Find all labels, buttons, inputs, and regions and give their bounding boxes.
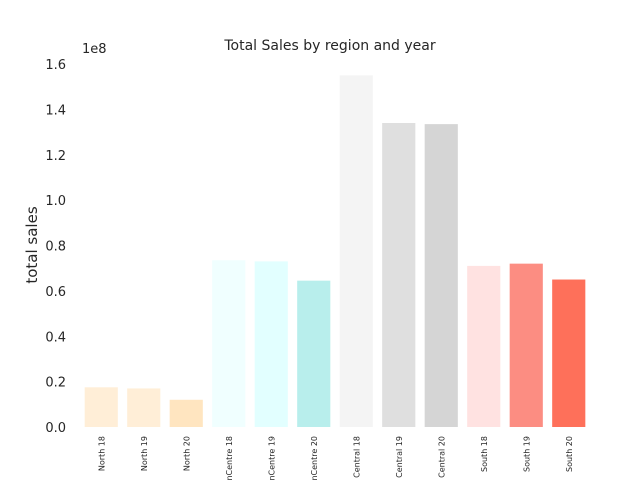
x-tick-label: North 18 <box>97 436 106 471</box>
bar-ncentre-19 <box>254 261 288 427</box>
bar-north-20 <box>169 399 203 427</box>
x-tick-label: South 19 <box>522 436 531 472</box>
y-tick-label: 0.0 <box>45 421 66 436</box>
y-tick-label: 1.0 <box>45 194 66 209</box>
bar-central-20 <box>424 124 458 427</box>
y-tick-label: 1.4 <box>45 103 66 118</box>
bar-north-18 <box>84 387 118 427</box>
y-tick-label: 0.2 <box>45 376 66 391</box>
x-tick-label: Central 19 <box>395 436 404 478</box>
y-tick-labels: 0.0 0.2 0.4 0.6 0.8 1.0 1.2 1.4 1.6 <box>45 58 66 436</box>
x-tick-label: North 20 <box>182 436 191 471</box>
x-tick-labels: North 18 North 19 North 20 nCentre 18 nCentr… <box>97 436 574 480</box>
y-tick-label: 0.4 <box>45 330 66 345</box>
bar-south-19 <box>509 263 543 427</box>
y-tick-label: 0.8 <box>45 240 66 255</box>
x-tick-label: South 18 <box>480 436 489 472</box>
bar-south-18 <box>467 265 501 427</box>
x-tick-label: Central 18 <box>352 436 361 478</box>
x-tick-label: South 20 <box>565 436 574 472</box>
bar-ncentre-20 <box>297 280 331 427</box>
x-tick-label: nCentre 18 <box>225 436 234 480</box>
y-axis-multiplier: 1e8 <box>82 42 107 57</box>
bar-north-19 <box>127 388 161 427</box>
y-tick-label: 1.6 <box>45 58 66 73</box>
x-tick-label: nCentre 19 <box>267 436 276 480</box>
y-axis-label: total sales <box>23 206 41 283</box>
y-tick-label: 1.2 <box>45 149 66 164</box>
y-tick-label: 0.6 <box>45 285 66 300</box>
bar-central-18 <box>339 75 373 427</box>
bar-ncentre-18 <box>212 260 246 427</box>
bar-central-19 <box>382 122 416 428</box>
x-tick-label: Central 20 <box>437 436 446 478</box>
chart-title: Total Sales by region and year <box>223 38 435 54</box>
bar-south-20 <box>552 279 586 427</box>
bars-group <box>84 75 586 428</box>
x-tick-label: North 19 <box>140 436 149 471</box>
x-tick-label: nCentre 20 <box>310 436 319 480</box>
